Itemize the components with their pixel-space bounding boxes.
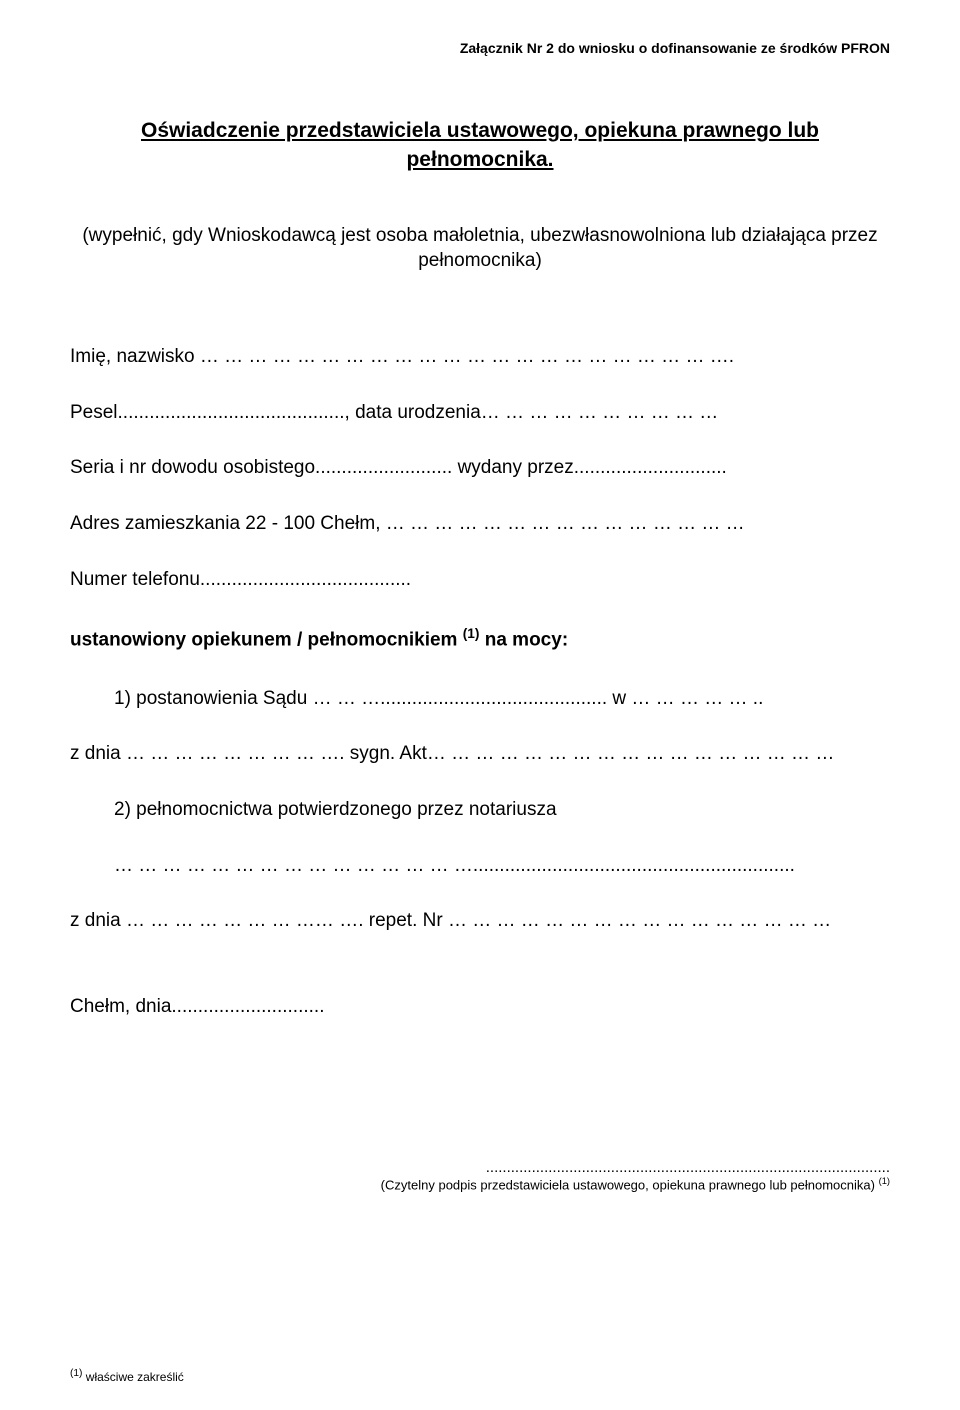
field-phone: Numer telefonu..........................… [70, 567, 890, 593]
title-line-2: pełnomocnika. [406, 148, 553, 171]
signature-caption: (Czytelny podpis przedstawiciela ustawow… [70, 1176, 890, 1192]
footnote-text: właściwe zakreślić [82, 1370, 183, 1384]
subtitle-line-2: pełnomocnika) [418, 250, 542, 271]
document-title: Oświadczenie przedstawiciela ustawowego,… [70, 116, 890, 175]
authority-heading-suffix: na mocy: [479, 630, 568, 651]
footnote: (1) właściwe zakreślić [70, 1368, 184, 1384]
document-page: Załącznik Nr 2 do wniosku o dofinansowan… [0, 0, 960, 1410]
authority-item-1: 1) postanowienia Sądu … … ….............… [70, 686, 890, 712]
document-subtitle: (wypełnić, gdy Wnioskodawcą jest osoba m… [70, 223, 890, 274]
authority-heading: ustanowiony opiekunem / pełnomocnikiem (… [70, 626, 890, 651]
attachment-header: Załącznik Nr 2 do wniosku o dofinansowan… [70, 40, 890, 56]
authority-blank-dots: … … … … … … … … … … … … … … …...........… [70, 853, 890, 879]
authority-item-2: 2) pełnomocnictwa potwierdzonego przez n… [70, 797, 890, 823]
city-date: Chełm, dnia............................. [70, 994, 890, 1020]
signature-block: ........................................… [70, 1159, 890, 1192]
subtitle-line-1: (wypełnić, gdy Wnioskodawcą jest osoba m… [82, 225, 877, 246]
field-name: Imię, nazwisko … … … … … … … … … … … … …… [70, 344, 890, 370]
signature-caption-text: (Czytelny podpis przedstawiciela ustawow… [381, 1178, 879, 1193]
field-pesel-birth: Pesel...................................… [70, 400, 890, 426]
field-id-document: Seria i nr dowodu osobistego............… [70, 455, 890, 481]
title-line-1: Oświadczenie przedstawiciela ustawowego,… [141, 119, 819, 142]
authority-heading-prefix: ustanowiony opiekunem / pełnomocnikiem [70, 630, 463, 651]
authority-heading-sup: (1) [463, 626, 480, 641]
signature-caption-sup: (1) [879, 1176, 890, 1186]
footnote-sup: (1) [70, 1368, 82, 1379]
field-address: Adres zamieszkania 22 - 100 Chełm, … … …… [70, 511, 890, 537]
authority-zdnia-1: z dnia … … … … … … … … …. sygn. Akt… … …… [70, 741, 890, 767]
authority-zdnia-2: z dnia … … … … … … … …… …. repet. Nr … …… [70, 908, 890, 934]
signature-dots: ........................................… [70, 1159, 890, 1176]
